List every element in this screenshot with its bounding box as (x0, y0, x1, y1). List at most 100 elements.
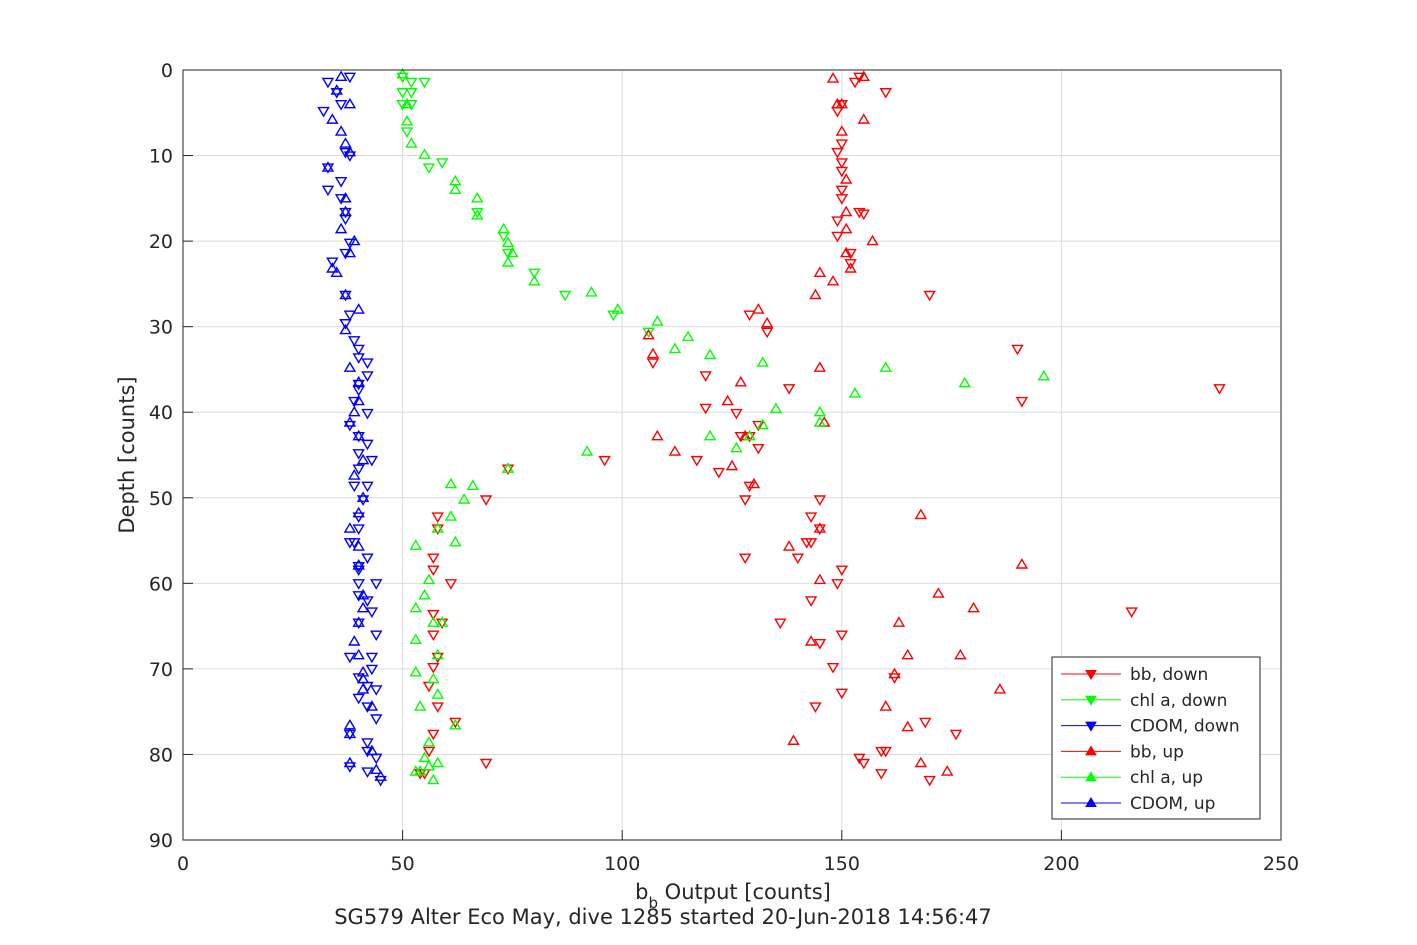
data-point (352, 464, 365, 476)
data-point (835, 158, 849, 169)
plot-caption: SG579 Alter Eco May, dive 1285 started 2… (334, 905, 992, 929)
data-point (409, 665, 422, 677)
data-point (396, 67, 409, 79)
data-point (1125, 607, 1138, 618)
series-bb-down (413, 72, 1226, 787)
data-point (370, 714, 383, 725)
data-point (879, 700, 892, 711)
data-point (949, 729, 963, 741)
data-point (427, 630, 440, 642)
data-point (348, 635, 361, 646)
data-point (642, 327, 655, 339)
data-point (813, 639, 827, 650)
data-point (444, 579, 458, 590)
data-point (721, 394, 734, 406)
data-point (435, 618, 449, 630)
data-point (352, 558, 365, 570)
data-point (396, 100, 409, 111)
data-point (343, 522, 357, 533)
y-tick-label: 60 (149, 573, 173, 595)
data-point (743, 429, 756, 441)
data-point (431, 648, 444, 660)
data-point (831, 231, 844, 243)
data-point (361, 553, 374, 565)
data-point (431, 512, 444, 523)
x-tick-label: 100 (604, 853, 640, 875)
data-point (919, 717, 932, 729)
data-point (875, 769, 888, 780)
data-point (857, 113, 870, 124)
data-point (409, 601, 422, 613)
data-point (923, 775, 936, 787)
data-point (343, 538, 357, 549)
data-point (330, 88, 343, 99)
data-point (954, 648, 967, 660)
data-point (427, 729, 440, 741)
data-point (343, 361, 357, 372)
data-point (427, 609, 440, 621)
data-point (370, 763, 383, 775)
data-point (848, 77, 862, 89)
x-tick-label: 0 (177, 853, 189, 875)
data-point (914, 508, 928, 520)
data-point (738, 553, 752, 565)
data-point (356, 491, 370, 502)
y-tick-label: 70 (149, 659, 173, 681)
data-point (352, 524, 365, 535)
data-point (365, 607, 379, 618)
data-point (879, 88, 892, 99)
data-point (405, 137, 418, 148)
data-point (844, 259, 857, 270)
legend-marker (1085, 695, 1097, 706)
data-point (352, 506, 365, 518)
legend-label: CDOM, down (1130, 717, 1240, 737)
data-point (348, 481, 361, 493)
data-point (374, 770, 387, 781)
data-point (712, 467, 726, 479)
data-point (413, 765, 427, 776)
x-tick-label: 50 (391, 853, 415, 875)
data-point (449, 535, 462, 547)
data-point (334, 125, 348, 136)
data-point (1015, 558, 1029, 569)
data-point (835, 166, 849, 178)
data-point (809, 288, 822, 300)
data-point (334, 194, 348, 205)
data-point (598, 455, 611, 467)
data-point (668, 342, 682, 354)
data-point (352, 648, 365, 660)
legend-marker (1085, 721, 1097, 732)
data-point (418, 77, 431, 89)
y-tick-label: 80 (149, 744, 173, 766)
data-point (365, 664, 379, 676)
data-point (422, 760, 436, 771)
data-point (427, 616, 440, 627)
data-point (782, 540, 796, 551)
legend-label: CDOM, up (1130, 794, 1215, 814)
data-point (431, 756, 444, 768)
data-point (317, 106, 330, 118)
data-point (813, 495, 827, 506)
data-point (888, 667, 901, 679)
data-point (466, 479, 480, 490)
data-point (813, 573, 827, 585)
data-point (361, 439, 374, 451)
data-point (844, 262, 857, 273)
data-point (932, 587, 945, 598)
legend-label: bb, down (1130, 665, 1208, 685)
data-point (479, 495, 493, 506)
data-point (835, 139, 849, 150)
data-point (356, 453, 370, 465)
data-point (352, 429, 365, 441)
data-point (747, 477, 761, 489)
data-point (756, 418, 769, 430)
data-point (334, 100, 348, 111)
data-point (853, 753, 866, 765)
data-point (427, 553, 440, 565)
data-point (352, 431, 365, 443)
data-point (760, 327, 774, 339)
data-point (418, 148, 431, 159)
data-point (352, 562, 365, 573)
data-point (339, 207, 352, 219)
data-point (356, 672, 370, 684)
